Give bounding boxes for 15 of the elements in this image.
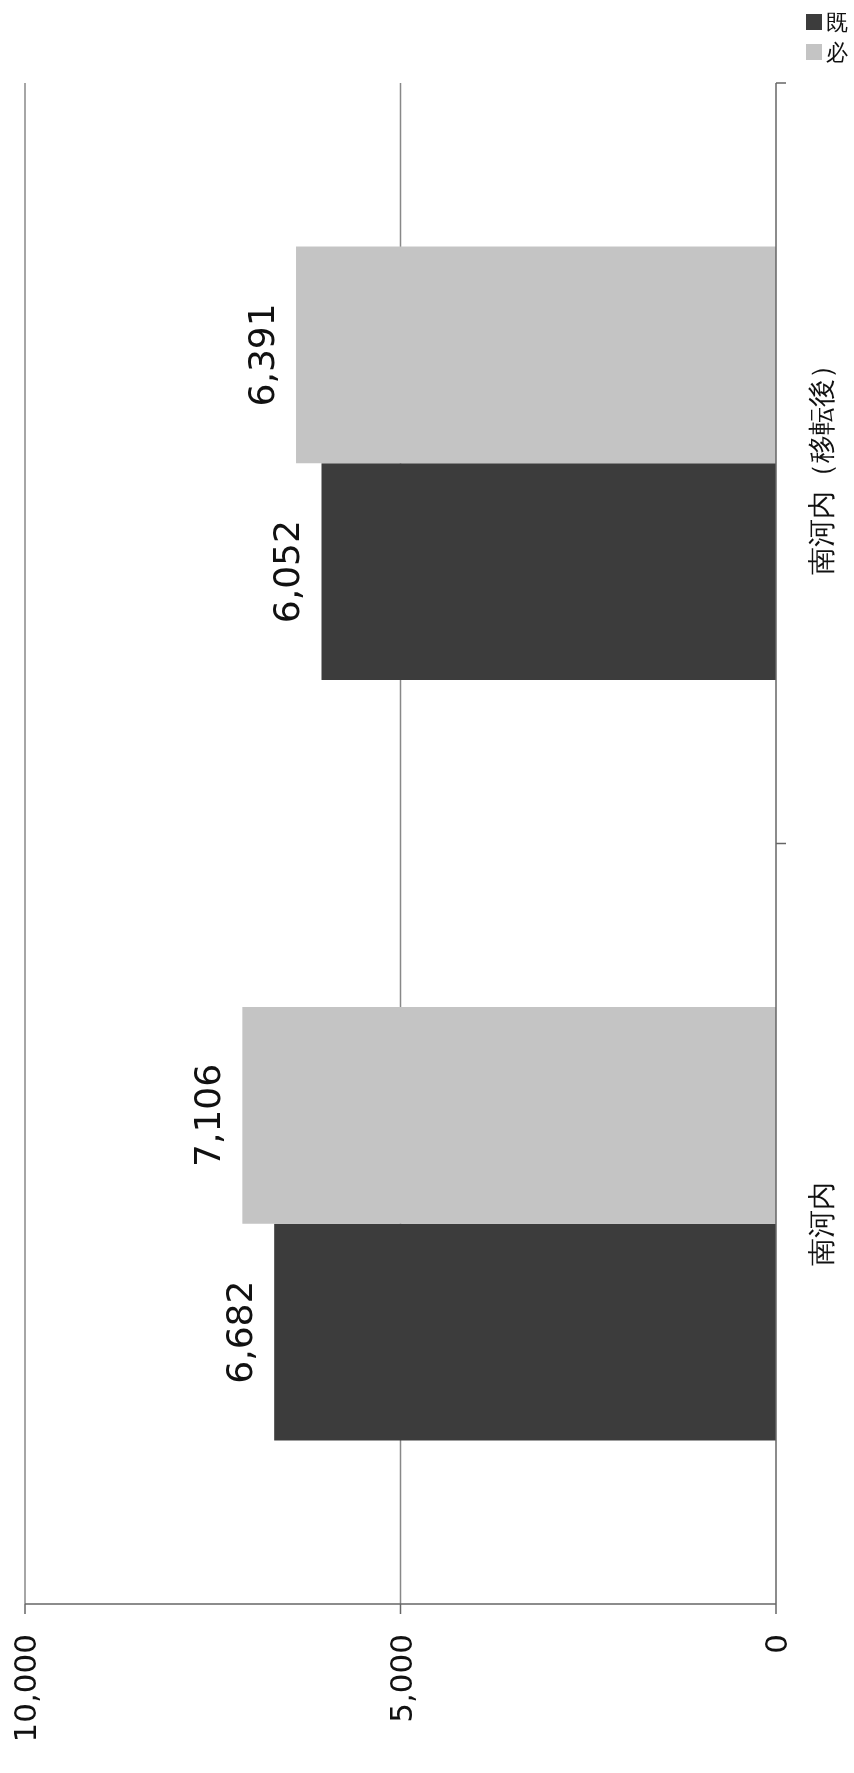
bar [321,463,776,680]
x-tick-label: 10,000 [7,1634,43,1743]
y-tick-label: 南河内（移転後） [805,351,838,576]
y-tick-label: 南河内 [805,1181,838,1266]
data-label: 6,052 [266,520,308,624]
bar [242,1007,776,1224]
legend-label: 既 [826,10,848,35]
data-label: 6,391 [241,303,283,407]
bar [296,246,776,464]
x-tick-label: 0 [758,1634,794,1654]
data-label: 6,682 [219,1280,261,1384]
data-label: 7,106 [187,1063,229,1167]
legend-label: 必 [826,40,848,65]
x-tick-label: 5,000 [382,1634,419,1723]
bar [274,1223,776,1441]
